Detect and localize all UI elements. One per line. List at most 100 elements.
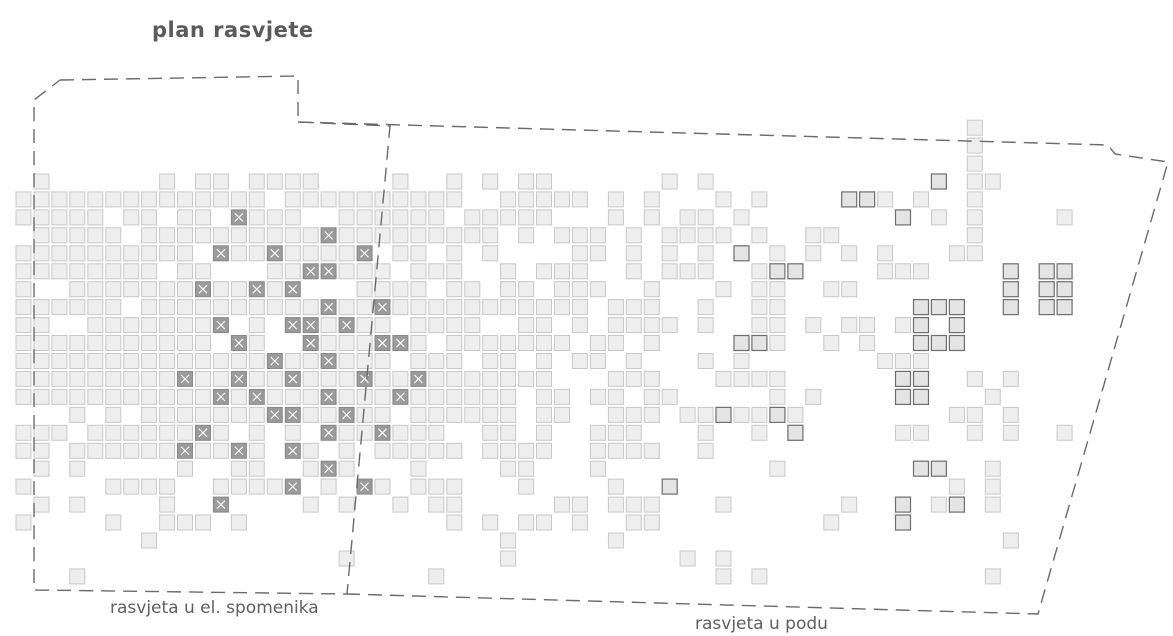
x-mark-icon xyxy=(306,338,316,348)
floor-tile xyxy=(877,353,894,369)
floor-tile xyxy=(643,281,660,298)
floor-tile xyxy=(212,191,229,208)
floor-tile xyxy=(625,263,642,280)
x-mark-icon xyxy=(216,392,226,402)
floor-tile xyxy=(105,317,122,334)
floor-tile xyxy=(230,406,247,423)
x-mark-icon xyxy=(252,392,262,402)
floor-tile xyxy=(805,227,822,244)
floor-tile xyxy=(643,514,660,531)
floor-tile xyxy=(15,478,32,495)
floor-tile xyxy=(374,353,391,369)
x-mark-icon xyxy=(378,302,387,312)
floor-tile xyxy=(536,424,552,441)
floor-tile xyxy=(248,370,265,387)
floor-tile xyxy=(141,263,158,280)
floor-tile xyxy=(697,245,714,262)
floor-tile xyxy=(15,353,32,369)
page-title: plan rasvjete xyxy=(152,18,314,42)
floor-tile xyxy=(87,442,104,459)
floor-tile xyxy=(284,191,301,208)
floor-tile xyxy=(87,281,104,298)
floor-tile xyxy=(105,245,122,262)
floor-tile xyxy=(500,281,517,298)
floor-tile xyxy=(518,460,535,477)
floor-tile xyxy=(877,245,894,262)
floor-tile xyxy=(105,353,122,369)
floor-tile xyxy=(159,245,176,262)
floor-tile xyxy=(141,353,158,369)
floor-tile xyxy=(195,335,211,351)
floor-tile xyxy=(141,424,158,441)
floor-tile xyxy=(966,370,983,387)
floor-tile xyxy=(105,442,122,459)
x-mark-icon xyxy=(324,428,334,438)
floor-luminaire-tile xyxy=(661,478,678,495)
floor-tile xyxy=(625,424,642,441)
floor-tile xyxy=(607,370,624,387)
floor-tile xyxy=(195,370,211,387)
x-mark-icon xyxy=(342,320,351,330)
floor-tile xyxy=(446,317,463,334)
floor-tile xyxy=(356,335,373,351)
floor-tile xyxy=(589,460,606,477)
floor-tile xyxy=(643,209,660,226)
floor-tile xyxy=(356,227,373,244)
floor-tile xyxy=(643,317,660,334)
floor-tile xyxy=(248,406,265,423)
floor-tile xyxy=(446,514,463,531)
floor-tile xyxy=(248,209,265,226)
floor-tile xyxy=(212,353,229,369)
floor-tile xyxy=(500,460,517,477)
floor-tile xyxy=(87,370,104,387)
floor-tile xyxy=(554,388,570,405)
floor-tile xyxy=(195,388,211,405)
floor-tile xyxy=(212,299,229,316)
floor-tile xyxy=(966,245,983,262)
floor-tile xyxy=(320,478,337,495)
floor-tile xyxy=(338,209,355,226)
floor-tile xyxy=(769,281,786,298)
floor-tile xyxy=(33,173,50,190)
floor-tile xyxy=(697,209,714,226)
floor-tile xyxy=(141,245,158,262)
floor-tile xyxy=(536,514,552,531)
floor-tile xyxy=(697,227,714,244)
floor-tile xyxy=(715,227,732,244)
floor-tile xyxy=(536,353,552,369)
floor-tile xyxy=(625,353,642,369)
floor-tile xyxy=(607,406,624,423)
floor-tile xyxy=(141,281,158,298)
floor-tile xyxy=(141,191,158,208)
floor-tile xyxy=(428,406,445,423)
floor-tile xyxy=(751,406,768,423)
floor-luminaire-tile xyxy=(841,191,858,208)
x-mark-icon xyxy=(288,374,298,384)
floor-tile xyxy=(518,191,535,208)
x-mark-icon xyxy=(306,266,316,276)
floor-luminaire-tile xyxy=(733,334,750,352)
floor-tile xyxy=(159,442,176,459)
floor-tile xyxy=(1056,209,1073,226)
floor-tile xyxy=(607,424,624,441)
floor-tile xyxy=(177,317,193,334)
floor-tile xyxy=(643,299,660,316)
floor-tile xyxy=(374,191,391,208)
floor-tile xyxy=(518,173,535,190)
x-mark-icon xyxy=(414,374,423,384)
floor-tile xyxy=(446,442,463,459)
floor-tile xyxy=(374,478,391,495)
x-mark-icon xyxy=(252,284,262,294)
floor-tile xyxy=(518,281,535,298)
floor-tile xyxy=(913,191,929,208)
floor-tile xyxy=(374,263,391,280)
floor-tile xyxy=(248,460,265,477)
floor-tile xyxy=(15,191,32,208)
floor-tile xyxy=(930,496,947,513)
floor-tile xyxy=(230,388,247,405)
floor-tile xyxy=(697,406,714,423)
floor-tile xyxy=(105,227,122,244)
floor-tile xyxy=(446,281,463,298)
floor-tile xyxy=(69,353,86,369)
floor-tile xyxy=(428,263,445,280)
